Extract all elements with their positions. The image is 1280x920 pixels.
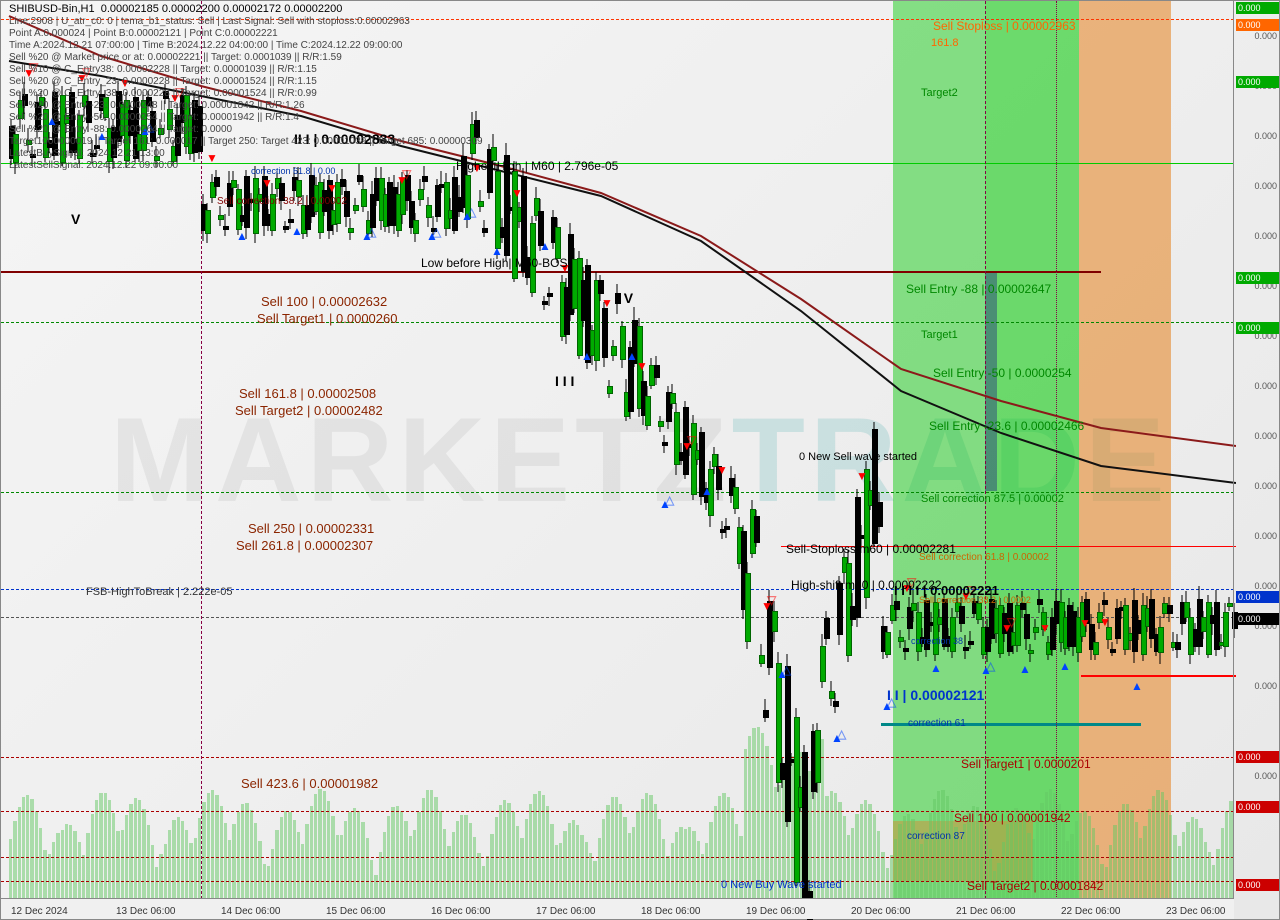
trading-chart[interactable]: MARKETZTRADE ▼▽▲▼▽▲▼▲△▼▽▼▲▼▲▼▲△▼▽▲△▲△▼▲▼… — [0, 0, 1280, 920]
price-axis: 0.0000.0000.0000.0000.0000.0000.0000.000… — [1233, 1, 1279, 899]
volume-histogram — [9, 759, 1234, 899]
symbol-label: SHIBUSD-Bin,H1 — [9, 3, 95, 15]
ohlc-label: 0.00002185 0.00002200 0.00002172 0.00002… — [101, 3, 343, 15]
info-panel: SHIBUSD-Bin,H1 0.00002185 0.00002200 0.0… — [9, 3, 483, 172]
time-axis: 12 Dec 202413 Dec 06:0014 Dec 06:0015 De… — [1, 898, 1234, 919]
